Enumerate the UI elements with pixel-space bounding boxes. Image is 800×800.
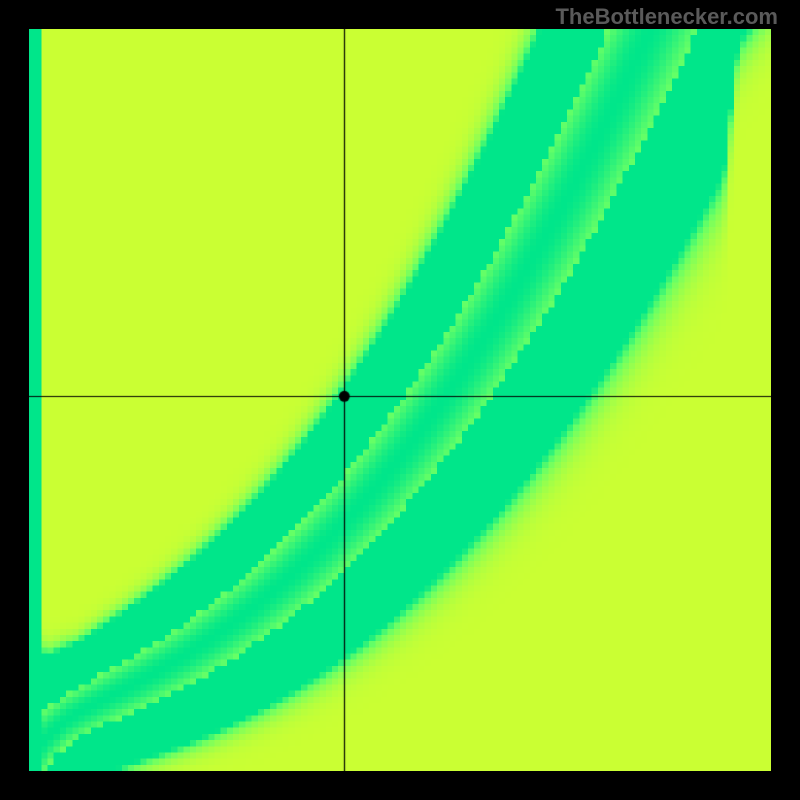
chart-container: TheBottlenecker.com	[0, 0, 800, 800]
watermark-text: TheBottlenecker.com	[555, 4, 778, 30]
bottleneck-heatmap	[29, 29, 771, 771]
